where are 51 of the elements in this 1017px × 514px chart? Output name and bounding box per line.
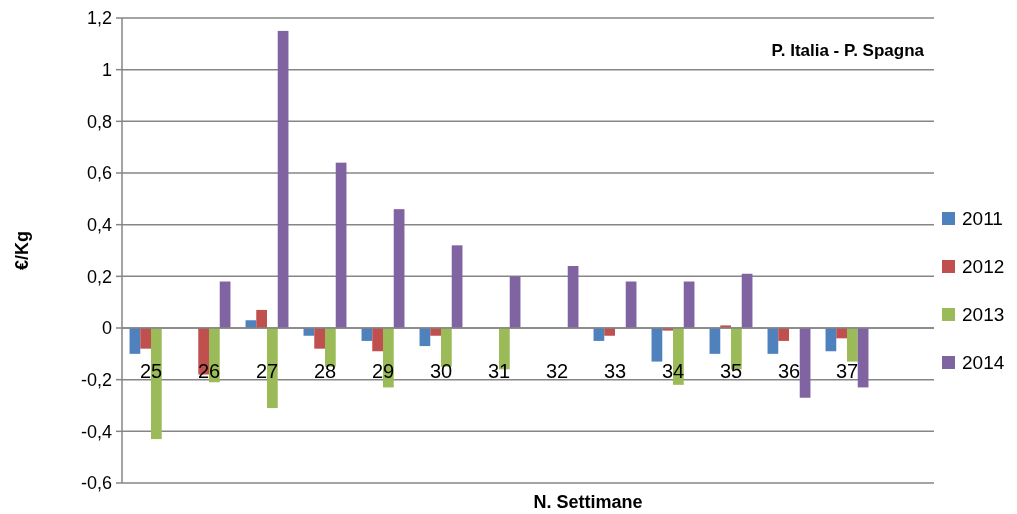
bar bbox=[140, 328, 151, 349]
x-tick-label: 30 bbox=[429, 360, 453, 382]
x-tick-label: 31 bbox=[487, 360, 511, 382]
y-tick-label: 0,8 bbox=[86, 111, 112, 132]
bar bbox=[799, 328, 811, 398]
bar bbox=[129, 328, 141, 354]
bar bbox=[767, 328, 779, 354]
bar bbox=[335, 162, 347, 328]
x-tick-label: 36 bbox=[777, 360, 801, 382]
bar bbox=[741, 273, 753, 328]
bar bbox=[219, 281, 231, 328]
y-axis-title: €/Kg bbox=[12, 230, 32, 271]
bar bbox=[847, 328, 858, 362]
y-tick-label: 0 bbox=[101, 318, 112, 339]
y-tick-label: 0,4 bbox=[86, 214, 112, 235]
bar bbox=[857, 328, 869, 388]
bar bbox=[393, 209, 405, 328]
x-tick-label: 28 bbox=[313, 360, 337, 382]
text: P. Italia - P. Spagna bbox=[771, 41, 925, 60]
x-tick-label: 35 bbox=[719, 360, 743, 382]
bar bbox=[277, 30, 289, 328]
legend-label: 2012 bbox=[962, 255, 1005, 277]
y-tick-label: 1,2 bbox=[86, 8, 112, 29]
bar bbox=[314, 328, 325, 349]
legend-label: 2014 bbox=[962, 351, 1005, 373]
bar bbox=[683, 281, 695, 328]
bar bbox=[372, 328, 383, 352]
y-tick-label: 0,2 bbox=[86, 266, 112, 287]
bar bbox=[651, 328, 663, 362]
legend-label: 2013 bbox=[962, 303, 1005, 325]
x-axis-title: N. Settimane bbox=[533, 492, 643, 512]
bar bbox=[778, 328, 789, 341]
x-tick-label: 33 bbox=[603, 360, 627, 382]
bar bbox=[256, 309, 267, 328]
bar bbox=[709, 328, 721, 354]
bar bbox=[625, 281, 637, 328]
y-tick-label: -0,2 bbox=[80, 369, 112, 390]
y-tick-label: 0,6 bbox=[86, 163, 112, 184]
legend-label: 2011 bbox=[962, 207, 1003, 229]
bar bbox=[430, 328, 441, 336]
bar bbox=[509, 276, 521, 328]
x-tick-label: 29 bbox=[371, 360, 395, 382]
bar bbox=[567, 266, 579, 328]
x-tick-label: 32 bbox=[545, 360, 569, 382]
bar bbox=[451, 245, 463, 328]
x-tick-label: 27 bbox=[255, 360, 279, 382]
bar bbox=[604, 328, 615, 336]
y-tick-label: -0,6 bbox=[80, 473, 112, 494]
x-tick-label: 37 bbox=[835, 360, 859, 382]
y-tick-label: -0,4 bbox=[80, 421, 112, 442]
y-tick-label: 1 bbox=[101, 59, 112, 80]
